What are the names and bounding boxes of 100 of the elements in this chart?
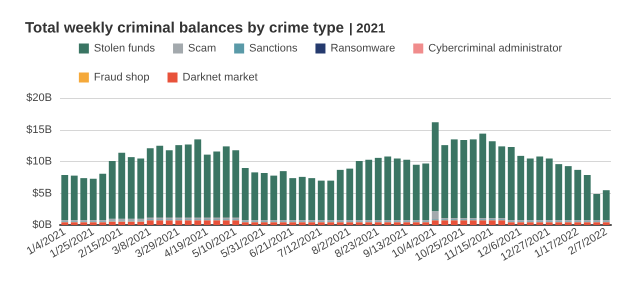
bar [593, 194, 600, 220]
bar [422, 222, 430, 225]
bar [194, 139, 202, 218]
bar [536, 222, 544, 225]
bar [166, 220, 173, 225]
bar [403, 160, 410, 220]
bar [213, 151, 220, 218]
bar [460, 140, 468, 218]
bar [488, 220, 496, 225]
bar [526, 222, 534, 225]
bar [498, 220, 506, 225]
bar [184, 144, 192, 218]
bar [61, 174, 68, 220]
bar [184, 220, 192, 225]
bar [118, 222, 126, 225]
bar [384, 222, 392, 225]
bar [584, 222, 591, 225]
bar [384, 156, 392, 220]
bar [251, 222, 258, 225]
bar [166, 150, 173, 218]
bar [508, 222, 515, 225]
bar [80, 222, 88, 225]
bar [108, 222, 116, 225]
bar [270, 222, 278, 225]
bar [137, 222, 144, 225]
bar [432, 211, 439, 220]
bar [146, 148, 154, 218]
bar [574, 170, 582, 220]
bar [280, 222, 287, 225]
y-tick-label: $15B [26, 124, 52, 136]
bar [450, 139, 458, 218]
bar [270, 176, 278, 220]
bar [564, 166, 572, 220]
bar [298, 222, 306, 225]
bar [517, 222, 524, 225]
bar [441, 145, 448, 218]
bar [593, 222, 600, 225]
bar [128, 157, 135, 219]
bar [394, 158, 401, 220]
bar [308, 178, 316, 220]
bar [526, 158, 534, 220]
bar [336, 222, 344, 225]
legend-label: Stolen funds [94, 42, 156, 54]
legend-label: Scam [188, 42, 216, 54]
bar [374, 158, 382, 220]
bar [422, 164, 430, 220]
bar [470, 220, 477, 225]
bar [546, 158, 553, 220]
legend-label: Darknet market [182, 72, 258, 84]
bar [204, 154, 211, 218]
bar [298, 176, 306, 220]
chart-subtitle: | 2021 [349, 20, 386, 36]
bar [260, 222, 268, 225]
bar [394, 222, 401, 225]
bar [432, 220, 439, 225]
bar [251, 172, 258, 220]
bar [308, 222, 316, 225]
bar [213, 220, 220, 225]
bar [175, 220, 182, 225]
bar [517, 156, 524, 220]
bar [555, 222, 562, 225]
bar [574, 222, 582, 225]
bar [356, 160, 363, 220]
legend-label: Sanctions [249, 42, 298, 54]
bar [564, 222, 572, 225]
bar [318, 222, 325, 225]
bar [602, 222, 610, 225]
legend-label: Ransomware [330, 42, 396, 54]
bar [289, 178, 296, 220]
bar [260, 173, 268, 220]
bar [488, 141, 496, 218]
bar [99, 222, 106, 225]
bar [470, 139, 477, 218]
bar [432, 122, 439, 212]
chart-title: Total weekly criminal balances by crime type [25, 20, 344, 36]
bar [80, 178, 88, 220]
bar [146, 220, 154, 225]
y-tick-label: $10B [26, 156, 52, 168]
bar [327, 222, 334, 225]
bar [90, 178, 97, 220]
bar [365, 222, 372, 225]
bar [327, 180, 334, 220]
bar [374, 222, 382, 225]
legend-label: Fraud shop [94, 72, 150, 84]
bar [175, 145, 182, 218]
bar [156, 220, 164, 225]
bar [346, 168, 354, 220]
y-tick-label: $5B [32, 187, 52, 200]
bar [289, 222, 296, 225]
legend-label: Cybercriminal administrator [428, 42, 562, 54]
bar [346, 222, 354, 225]
bar [222, 146, 230, 218]
bar [546, 222, 553, 225]
bar [118, 152, 126, 219]
bar [508, 147, 515, 220]
bar [232, 150, 240, 218]
bar [536, 156, 544, 220]
bar [280, 171, 287, 220]
y-tick-label: $0B [32, 219, 52, 231]
bar [356, 222, 363, 225]
